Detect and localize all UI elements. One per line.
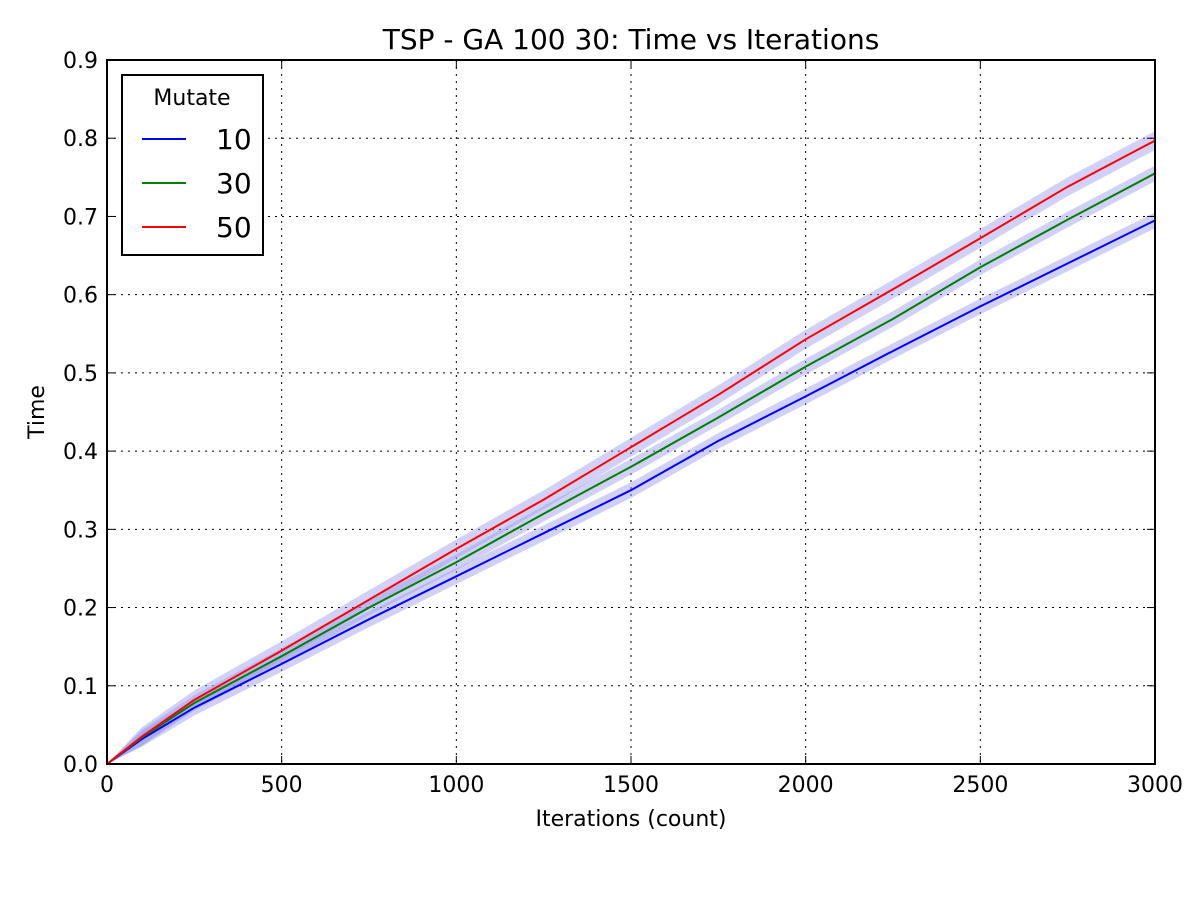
legend-label-10: 10 [216,123,252,156]
axis-ticks: 0 500 1000 1500 2000 2500 3000 0.0 0.1 0.2 0.3 0.4 0… [63,49,1183,798]
grid [107,60,1155,764]
series-30-band [107,165,1155,765]
series-lines [106,139,1156,765]
y-tick-label: 0.9 [63,49,98,74]
y-tick-label: 0.3 [63,518,98,543]
legend-entries: 10 30 50 [142,123,252,244]
y-tick-label: 0.4 [63,440,98,465]
y-tick-label: 0.5 [63,362,98,387]
legend-label-50: 50 [216,211,252,244]
series-10-line [106,219,1156,765]
series-50-line [106,139,1156,765]
y-tick-label: 0.6 [63,284,98,309]
x-tick-label: 0 [100,773,114,798]
legend-title: Mutate [153,86,230,111]
x-tick-label: 1500 [603,773,659,798]
y-axis-label: Time [25,385,50,440]
x-tick-label: 2500 [952,773,1008,798]
y-tick-label: 0.7 [63,205,98,230]
y-tick-label: 0.2 [63,597,98,622]
y-tick-label: 0.8 [63,127,98,152]
y-tick-label: 0.1 [63,675,98,700]
x-axis-label: Iterations (count) [535,807,726,832]
chart-title: TSP - GA 100 30: Time vs Iterations [382,23,880,56]
legend-label-30: 30 [216,167,252,200]
y-tick-label: 0.0 [63,753,98,778]
x-tick-label: 1000 [428,773,484,798]
legend-box [121,74,264,256]
series-30-line [106,172,1156,765]
legend: Mutate 10 30 50 [121,74,264,256]
x-tick-label: 2000 [778,773,834,798]
x-tick-label: 3000 [1127,773,1183,798]
x-tick-label: 500 [261,773,303,798]
series-10-band [107,212,1155,764]
